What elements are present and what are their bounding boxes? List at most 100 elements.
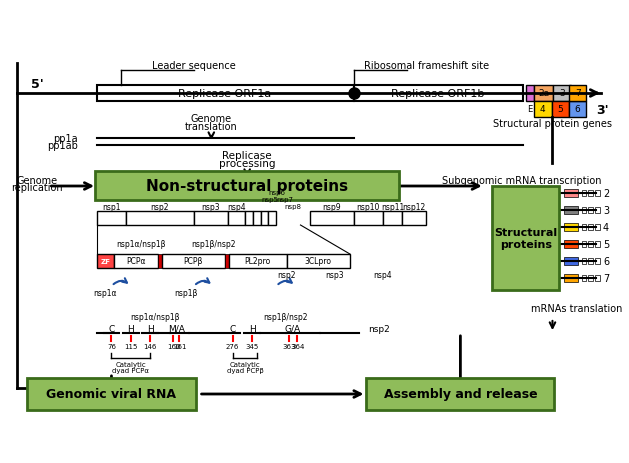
Text: nsp8: nsp8: [284, 204, 301, 210]
Text: H: H: [128, 324, 134, 333]
Text: Genomic viral RNA: Genomic viral RNA: [47, 388, 177, 400]
Bar: [97, 255, 114, 269]
Text: Structural protein genes: Structural protein genes: [493, 119, 612, 129]
Bar: [552, 102, 569, 118]
Bar: [595, 258, 600, 264]
Bar: [402, 212, 426, 225]
Text: H: H: [248, 324, 255, 333]
FancyBboxPatch shape: [366, 378, 554, 410]
Text: mRNAs translation: mRNAs translation: [531, 303, 622, 313]
Bar: [582, 275, 586, 282]
Text: nsp2: nsp2: [151, 202, 169, 211]
Bar: [582, 258, 586, 264]
Bar: [114, 255, 158, 269]
Text: nsp6: nsp6: [269, 189, 286, 195]
Text: nsp12: nsp12: [403, 202, 426, 211]
Bar: [526, 86, 534, 102]
Text: 5: 5: [603, 239, 609, 250]
Bar: [569, 102, 586, 118]
Text: Genome: Genome: [191, 114, 232, 124]
Bar: [564, 275, 577, 282]
Text: Subgenomic mRNA transcription: Subgenomic mRNA transcription: [442, 175, 601, 186]
Bar: [269, 212, 276, 225]
Bar: [97, 212, 126, 225]
Text: PCPβ: PCPβ: [183, 257, 203, 266]
Text: 6: 6: [575, 105, 581, 114]
Bar: [588, 242, 593, 247]
FancyBboxPatch shape: [95, 172, 399, 200]
Bar: [588, 225, 593, 231]
Text: 363: 363: [282, 343, 296, 349]
Bar: [534, 86, 554, 102]
Text: C: C: [230, 324, 236, 333]
Bar: [287, 255, 350, 269]
Bar: [582, 225, 586, 231]
Text: PL2pro: PL2pro: [245, 257, 271, 266]
Text: C: C: [108, 324, 114, 333]
Text: 3: 3: [603, 206, 609, 216]
Text: dyad PCPα: dyad PCPα: [113, 367, 149, 373]
Text: nsp1β/nsp2: nsp1β/nsp2: [264, 312, 308, 321]
Text: 4: 4: [540, 105, 545, 114]
Bar: [97, 86, 353, 102]
Text: nsp11: nsp11: [381, 202, 404, 211]
Text: 115: 115: [124, 343, 138, 349]
Bar: [310, 212, 353, 225]
Text: pp1ab: pp1ab: [47, 141, 77, 150]
Bar: [582, 242, 586, 247]
Text: 3: 3: [559, 89, 565, 98]
Bar: [383, 212, 402, 225]
Text: processing: processing: [219, 159, 276, 169]
Text: 146: 146: [143, 343, 157, 349]
Text: Catalytic: Catalytic: [230, 361, 260, 367]
Text: 5: 5: [557, 105, 563, 114]
Bar: [253, 212, 261, 225]
Text: 7: 7: [575, 89, 581, 98]
Text: nsp2: nsp2: [369, 324, 390, 333]
Bar: [582, 207, 586, 213]
Bar: [534, 102, 552, 118]
Text: Non-structural proteins: Non-structural proteins: [146, 179, 348, 194]
Text: nsp5: nsp5: [261, 197, 278, 203]
Text: 364: 364: [292, 343, 305, 349]
Bar: [595, 225, 600, 231]
Text: nsp1α/nsp1β: nsp1α/nsp1β: [130, 312, 180, 321]
Text: Ribosomal frameshift site: Ribosomal frameshift site: [364, 61, 489, 71]
Text: 6: 6: [603, 257, 609, 266]
Text: ZF: ZF: [101, 258, 111, 264]
Bar: [588, 191, 593, 197]
Bar: [588, 275, 593, 282]
Text: nsp4: nsp4: [227, 202, 246, 211]
Text: nsp4: nsp4: [374, 271, 392, 280]
Bar: [353, 212, 383, 225]
FancyBboxPatch shape: [27, 378, 196, 410]
Text: nsp1β: nsp1β: [174, 289, 198, 298]
Bar: [564, 240, 577, 249]
Text: 276: 276: [226, 343, 239, 349]
Bar: [595, 207, 600, 213]
Bar: [194, 212, 228, 225]
Bar: [564, 189, 577, 198]
Text: H: H: [147, 324, 153, 333]
Text: nsp1α/nsp1β: nsp1α/nsp1β: [116, 240, 165, 249]
Bar: [595, 191, 600, 197]
Bar: [162, 255, 225, 269]
Text: 5': 5': [31, 77, 44, 90]
Text: Replicase ORF1a: Replicase ORF1a: [178, 89, 272, 99]
Bar: [245, 212, 253, 225]
Bar: [554, 86, 571, 102]
Text: 7: 7: [603, 274, 609, 283]
Text: Leader sequence: Leader sequence: [152, 61, 236, 71]
Bar: [582, 191, 586, 197]
Text: E: E: [528, 104, 533, 113]
Bar: [126, 212, 194, 225]
Text: M/A: M/A: [168, 324, 185, 333]
Text: pp1a: pp1a: [53, 134, 77, 144]
Text: replication: replication: [11, 182, 63, 193]
Text: nsp10: nsp10: [357, 202, 380, 211]
Bar: [588, 207, 593, 213]
Text: 4: 4: [603, 223, 609, 232]
Text: Catalytic: Catalytic: [116, 361, 146, 367]
Bar: [261, 212, 269, 225]
Bar: [588, 258, 593, 264]
